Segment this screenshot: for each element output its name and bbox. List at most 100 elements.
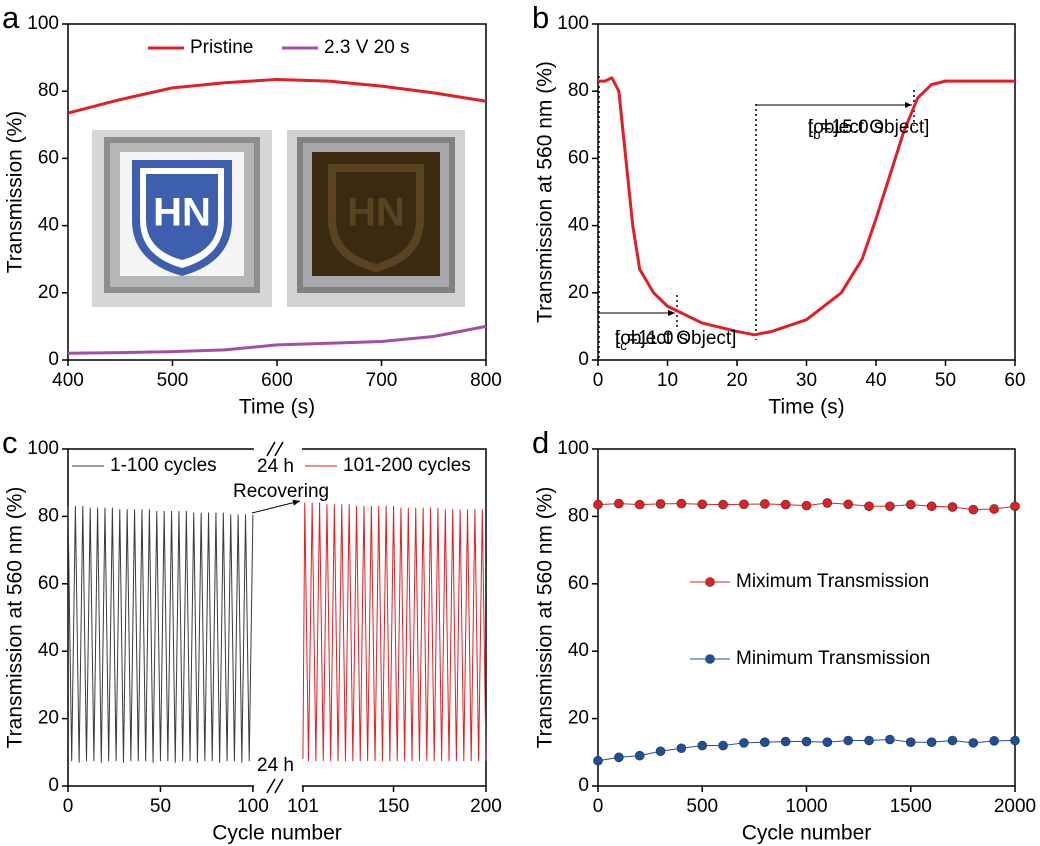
legend-label: 101-200 cycles [343, 455, 471, 476]
data-point [864, 501, 874, 512]
annotation-part: =11.0 s [627, 328, 688, 349]
panel-label: a [2, 0, 20, 35]
x-tick-label: 50 [150, 796, 171, 817]
x-tick-label: 60 [1004, 370, 1025, 391]
x-tick-label: 10 [657, 370, 678, 391]
data-point [676, 743, 687, 754]
x-axis-label: Cycle number [212, 822, 342, 845]
x-axis-label: Time (s) [768, 396, 844, 419]
x-tick-label: 500 [157, 370, 189, 391]
annotation: [object Object] [808, 117, 929, 138]
data-point [614, 498, 624, 509]
data-point [655, 746, 666, 757]
y-tick-label: 60 [38, 573, 59, 594]
legend-label: Minimum Transmission [736, 648, 930, 669]
x-tick-label: 40 [865, 370, 886, 391]
x-tick-label: 150 [378, 796, 410, 817]
series-line [67, 505, 254, 763]
x-tick-label: 800 [470, 370, 502, 391]
data-point [968, 738, 979, 748]
data-point [739, 499, 749, 510]
data-point [780, 499, 791, 510]
data-point [989, 736, 999, 746]
y-tick-label: 0 [578, 775, 589, 796]
y-tick-label: 20 [568, 282, 589, 303]
y-tick-label: 20 [38, 708, 59, 729]
x-tick-label: 700 [366, 370, 398, 391]
annotation: Recovering [233, 481, 329, 502]
svg-text:HN: HN [153, 191, 211, 235]
legend-label: 2.3 V 20 s [324, 37, 410, 58]
annotation-subscript: b [813, 127, 820, 142]
y-axis-label: Transmission at 560 nm (%) [4, 487, 27, 749]
panel-label: b [532, 0, 549, 35]
legend-marker [705, 654, 715, 664]
data-point [718, 740, 728, 751]
data-point [1010, 735, 1020, 746]
data-point [801, 500, 812, 511]
data-point [905, 499, 916, 510]
legend-label: Pristine [190, 37, 253, 58]
data-point [634, 499, 645, 510]
photo-colored: HN [287, 130, 465, 307]
y-tick-label: 100 [557, 13, 589, 34]
x-tick-label: 30 [796, 370, 817, 391]
y-axis-label: Transmission at 560 nm (%) [534, 487, 557, 749]
data-point [739, 738, 749, 748]
y-tick-label: 0 [48, 349, 59, 370]
y-tick-label: 40 [38, 640, 59, 661]
data-point [759, 737, 770, 747]
annotation-part: t [615, 328, 621, 349]
x-tick-label: 0 [593, 370, 604, 391]
data-point [926, 501, 937, 512]
x-tick-label: 600 [261, 370, 293, 391]
y-tick-label: 40 [38, 215, 59, 236]
y-axis-label: Transmission at 560 nm (%) [534, 61, 557, 323]
data-point [905, 737, 916, 747]
data-point [885, 501, 895, 512]
y-tick-label: 80 [568, 80, 589, 101]
annotation-part: t [808, 117, 814, 138]
y-tick-label: 20 [38, 282, 59, 303]
data-point [593, 755, 603, 766]
y-tick-label: 40 [568, 215, 589, 236]
data-point [885, 734, 895, 745]
data-point [780, 736, 791, 747]
axis-break-gap [253, 784, 302, 788]
series-line [598, 76, 1015, 337]
annotation: 24 h [257, 755, 294, 776]
axis-break-mark [266, 441, 276, 457]
data-point [697, 740, 708, 751]
x-tick-label: 20 [726, 370, 747, 391]
data-point [947, 502, 958, 512]
y-tick-label: 80 [568, 505, 589, 526]
series-line [67, 324, 487, 355]
data-point [801, 736, 812, 747]
data-point [593, 499, 603, 510]
photo-pristine: HN [92, 130, 272, 307]
annotation-arrows [251, 76, 915, 514]
axis-break-mark [274, 778, 284, 794]
x-tick-label: 50 [935, 370, 956, 391]
data-point [947, 735, 958, 746]
y-tick-label: 60 [568, 147, 589, 168]
data-point [843, 499, 854, 510]
x-tick-label: 0 [63, 796, 74, 817]
data-point [718, 499, 728, 510]
y-tick-label: 100 [27, 13, 59, 34]
annotation: 24 h [257, 456, 294, 477]
y-axis-label: Transmission (%) [4, 111, 27, 274]
x-tick-label: 400 [52, 370, 84, 391]
axis-break-gap [253, 447, 302, 451]
annotation: tc=11.0 s [615, 328, 688, 353]
data-point [968, 504, 979, 515]
y-tick-label: 60 [38, 147, 59, 168]
annotation: tb=15.0 s [808, 117, 883, 142]
data-point [676, 498, 687, 509]
data-point [864, 735, 874, 746]
x-tick-label: 200 [470, 796, 502, 817]
legend-marker [705, 577, 715, 587]
series-line [302, 502, 487, 762]
axis-break-mark [274, 441, 284, 457]
y-tick-label: 60 [568, 573, 589, 594]
